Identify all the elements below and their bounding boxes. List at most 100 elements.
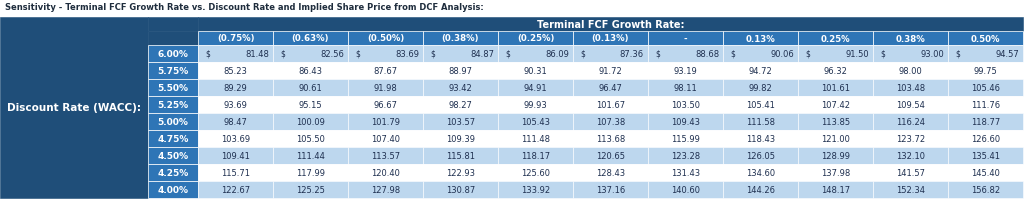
Text: 144.26: 144.26 (746, 185, 775, 194)
Text: 98.47: 98.47 (223, 118, 248, 126)
Text: 6.00%: 6.00% (158, 50, 188, 59)
Bar (423, 46, 498, 63)
Bar (198, 113, 273, 130)
Bar (498, 80, 573, 96)
Text: 87.67: 87.67 (374, 67, 397, 76)
Bar (273, 164, 348, 181)
Text: 101.61: 101.61 (821, 84, 850, 93)
Bar (723, 96, 798, 113)
Text: 96.32: 96.32 (823, 67, 848, 76)
Text: 4.75%: 4.75% (158, 134, 188, 143)
Bar (198, 96, 273, 113)
Bar (723, 46, 798, 63)
Text: 120.65: 120.65 (596, 151, 625, 160)
Bar (273, 46, 348, 63)
Text: 103.69: 103.69 (221, 134, 250, 143)
Text: $: $ (505, 50, 510, 59)
Bar (423, 32, 498, 46)
Text: 156.82: 156.82 (971, 185, 1000, 194)
Text: 93.00: 93.00 (921, 50, 944, 59)
Text: $: $ (655, 50, 659, 59)
Bar (798, 164, 873, 181)
Text: 109.39: 109.39 (446, 134, 475, 143)
Text: 5.50%: 5.50% (158, 84, 188, 93)
Text: (0.13%): (0.13%) (592, 34, 630, 43)
Text: 94.57: 94.57 (995, 50, 1019, 59)
Bar (948, 80, 1023, 96)
Bar (798, 113, 873, 130)
Text: 121.00: 121.00 (821, 134, 850, 143)
Text: 126.60: 126.60 (971, 134, 1000, 143)
Bar (648, 113, 723, 130)
Text: 135.41: 135.41 (971, 151, 1000, 160)
Text: 90.31: 90.31 (523, 67, 548, 76)
Text: (0.75%): (0.75%) (217, 34, 254, 43)
Bar (148, 46, 198, 63)
Bar (198, 181, 273, 198)
Text: 125.60: 125.60 (521, 168, 550, 177)
Text: 4.25%: 4.25% (158, 168, 188, 177)
Text: 0.38%: 0.38% (896, 34, 926, 43)
Bar (573, 113, 648, 130)
Text: 93.69: 93.69 (223, 101, 248, 110)
Bar (648, 96, 723, 113)
Bar (423, 147, 498, 164)
Text: 131.43: 131.43 (671, 168, 700, 177)
Bar (573, 63, 648, 80)
Text: 133.92: 133.92 (521, 185, 550, 194)
Text: 99.82: 99.82 (749, 84, 772, 93)
Bar (273, 181, 348, 198)
Bar (273, 113, 348, 130)
Bar (198, 32, 273, 46)
Bar (148, 18, 198, 32)
Text: 98.00: 98.00 (899, 67, 923, 76)
Bar (798, 130, 873, 147)
Bar (723, 181, 798, 198)
Text: 152.34: 152.34 (896, 185, 925, 194)
Text: 107.42: 107.42 (821, 101, 850, 110)
Bar (423, 80, 498, 96)
Bar (148, 113, 198, 130)
Text: $: $ (280, 50, 285, 59)
Text: 91.72: 91.72 (599, 67, 623, 76)
Bar (648, 32, 723, 46)
Bar (423, 63, 498, 80)
Text: 105.50: 105.50 (296, 134, 325, 143)
Bar (198, 46, 273, 63)
Text: 111.48: 111.48 (521, 134, 550, 143)
Bar (148, 80, 198, 96)
Bar (348, 181, 423, 198)
Bar (498, 113, 573, 130)
Text: 128.99: 128.99 (821, 151, 850, 160)
Text: 105.41: 105.41 (746, 101, 775, 110)
Text: 122.93: 122.93 (446, 168, 475, 177)
Text: 137.16: 137.16 (596, 185, 625, 194)
Text: 5.00%: 5.00% (158, 118, 188, 126)
Bar (873, 113, 948, 130)
Bar (798, 181, 873, 198)
Text: 86.09: 86.09 (545, 50, 569, 59)
Bar (798, 46, 873, 63)
Text: 82.56: 82.56 (321, 50, 344, 59)
Text: 115.71: 115.71 (221, 168, 250, 177)
Bar (873, 130, 948, 147)
Bar (573, 80, 648, 96)
Text: 99.93: 99.93 (523, 101, 548, 110)
Bar (723, 63, 798, 80)
Text: 126.05: 126.05 (746, 151, 775, 160)
Bar (498, 130, 573, 147)
Bar (198, 147, 273, 164)
Bar (648, 130, 723, 147)
Text: 4.50%: 4.50% (158, 151, 188, 160)
Bar (0, 0, 1024, 14)
Text: 118.77: 118.77 (971, 118, 1000, 126)
Bar (948, 130, 1023, 147)
Text: $: $ (880, 50, 885, 59)
Text: 103.57: 103.57 (445, 118, 475, 126)
Text: 123.72: 123.72 (896, 134, 925, 143)
Text: 95.15: 95.15 (299, 101, 323, 110)
Text: 111.44: 111.44 (296, 151, 325, 160)
Text: 96.67: 96.67 (374, 101, 397, 110)
Bar (198, 130, 273, 147)
Text: 118.17: 118.17 (521, 151, 550, 160)
